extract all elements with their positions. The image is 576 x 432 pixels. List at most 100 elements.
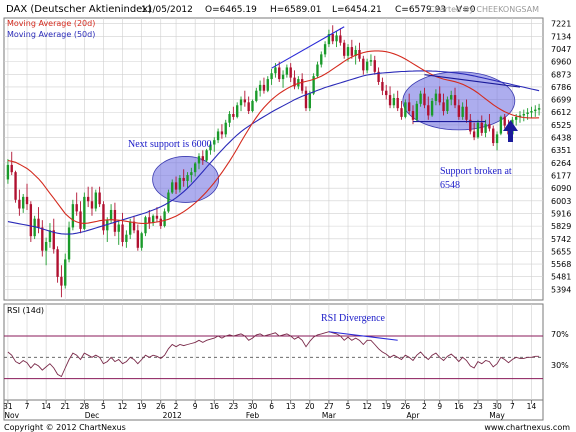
y-tick-label: 7221	[551, 20, 571, 29]
candle-body	[193, 163, 197, 173]
price-panel	[3, 17, 544, 301]
candle-body	[79, 211, 82, 229]
x-tick-label: 21	[60, 402, 70, 411]
x-tick-label: 19	[381, 402, 391, 411]
candle-body	[312, 76, 315, 94]
candle-body	[102, 204, 105, 231]
candle-body	[64, 259, 67, 286]
rsi-line	[7, 331, 540, 378]
candle-body	[90, 201, 94, 209]
candle-body	[33, 218, 36, 237]
candle-body	[71, 204, 75, 228]
candle-body	[335, 35, 338, 42]
candle-body	[205, 150, 208, 161]
candle-body	[67, 227, 71, 260]
candle-body	[495, 134, 499, 144]
candle-body	[316, 64, 319, 77]
header-high: H=6589.01	[270, 5, 322, 15]
candle-body	[274, 67, 277, 74]
candle-body	[201, 156, 204, 161]
y-tick-label: 6612	[551, 108, 571, 117]
x-tick-label: 19	[137, 402, 147, 411]
candle-body	[385, 90, 388, 96]
candle-body	[213, 140, 216, 145]
x-tick-label: 7	[510, 402, 515, 411]
candle-body	[216, 131, 220, 141]
candle-body	[320, 54, 323, 65]
candle-body	[258, 84, 262, 91]
x-tick-label: 26	[401, 402, 411, 411]
ma20-line	[7, 50, 540, 224]
candle-body	[6, 164, 10, 180]
candle-body	[140, 233, 143, 248]
candle-body	[159, 218, 162, 226]
candle-body	[178, 177, 182, 190]
resistance-line	[424, 74, 521, 88]
y-tick-label: 5394	[551, 285, 571, 294]
trendline-rsi	[328, 331, 398, 341]
candle-body	[419, 93, 422, 104]
candle-body	[136, 230, 140, 248]
candle-body	[369, 60, 373, 62]
candle-body	[457, 105, 461, 117]
y-tick-label: 5829	[551, 222, 571, 231]
candle-body	[98, 192, 101, 205]
candle-body	[113, 209, 117, 232]
candle-body	[270, 73, 273, 80]
candle-body	[266, 79, 269, 91]
candle-body	[18, 199, 21, 209]
up-arrow-icon	[503, 120, 518, 142]
candle-body	[492, 128, 495, 144]
candle-body	[293, 77, 296, 87]
candle-body	[25, 196, 29, 205]
candle-body	[450, 95, 453, 100]
y-tick-label: 5916	[551, 209, 571, 218]
candle-body	[430, 100, 434, 116]
candle-body	[404, 102, 407, 117]
candle-body	[117, 224, 120, 232]
candle-body	[400, 108, 403, 117]
candle-body	[354, 49, 357, 56]
candle-body	[144, 217, 147, 234]
x-tick-label: 16	[454, 402, 464, 411]
candle-body	[488, 124, 491, 129]
x-tick-label: 14	[41, 402, 51, 411]
candle-body	[343, 42, 346, 56]
candle-body	[209, 144, 212, 151]
candle-body	[461, 106, 464, 117]
candle-body	[465, 106, 468, 120]
candle-body	[300, 79, 304, 91]
candle-body	[243, 99, 247, 103]
y-tick-label: 6177	[551, 172, 571, 181]
candle-body	[381, 81, 384, 91]
candle-body	[480, 122, 483, 133]
x-month-label: 2012	[163, 411, 182, 420]
x-month-label: Nov	[4, 411, 19, 420]
candle-body	[476, 122, 480, 138]
y-tick-label: 6351	[551, 146, 571, 155]
candle-body	[83, 196, 86, 229]
candle-body	[289, 67, 292, 78]
candle-body	[186, 175, 189, 181]
candle-body	[125, 234, 128, 242]
header-low: L=6454.21	[332, 5, 382, 15]
x-tick-label: 20	[305, 402, 315, 411]
candle-body	[308, 93, 311, 109]
x-month-label: Mar	[322, 411, 337, 420]
x-tick-label: 30	[248, 402, 258, 411]
candle-body	[171, 182, 174, 193]
candle-body	[446, 99, 449, 112]
candle-body	[224, 122, 227, 135]
x-axis-labels: 31 7 14 21 28 5 12 19 26 2 9 16 23 30 6 13 20 27 5 12 19 26 2 9…	[3, 400, 536, 420]
y-tick-label: 6960	[551, 58, 571, 67]
x-tick-label: 9	[437, 402, 442, 411]
x-tick-label: 28	[80, 402, 90, 411]
candle-body	[86, 196, 90, 202]
footer-copyright: Copyright © 2012 ChartNexus	[4, 423, 126, 432]
candle-body	[37, 218, 40, 228]
candle-body	[453, 95, 457, 106]
candle-body	[228, 113, 231, 123]
candle-body	[239, 99, 243, 106]
candle-body	[182, 177, 185, 181]
